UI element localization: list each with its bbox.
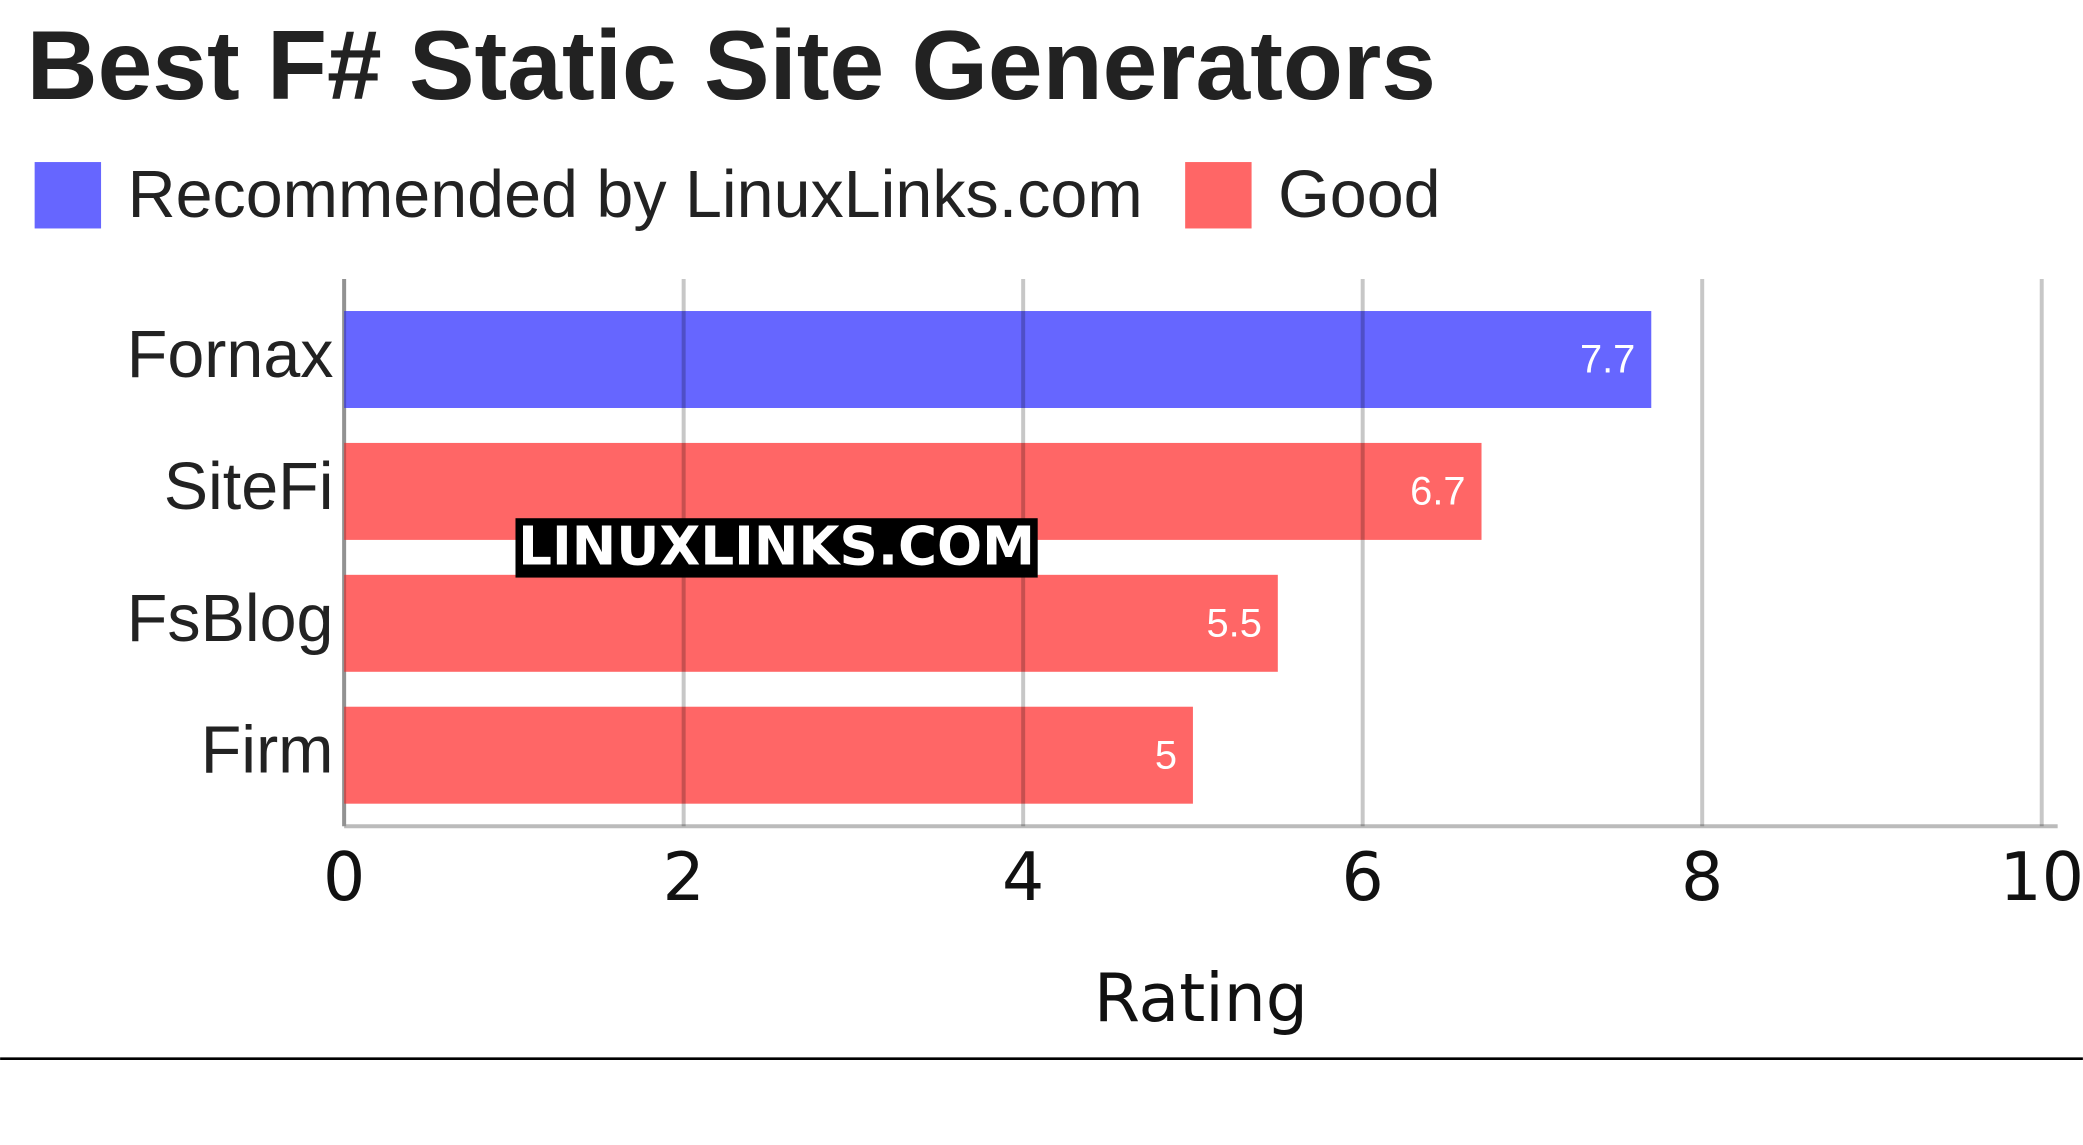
- x-tick-label: 8: [1681, 838, 1723, 916]
- x-tick-label: 4: [1002, 838, 1044, 916]
- x-tick-label: 0: [323, 838, 365, 916]
- watermark-bg: [515, 518, 1038, 578]
- bar: [344, 311, 1652, 408]
- y-tick-label: FsBlog: [127, 582, 334, 656]
- y-tick-label: Fornax: [127, 318, 334, 392]
- value-label: 5.5: [1206, 601, 1261, 645]
- x-tick-label: 10: [1999, 838, 2083, 916]
- legend-label: Recommended by LinuxLinks.com: [128, 158, 1143, 232]
- chart-title: Best F# Static Site Generators: [27, 10, 1436, 120]
- x-tick-label: 2: [663, 838, 705, 916]
- legend-swatch: [34, 162, 102, 229]
- x-axis-label: Rating: [1094, 959, 1308, 1037]
- legend-swatch: [1185, 162, 1252, 229]
- y-tick-label: Firm: [201, 714, 334, 788]
- value-label: 5: [1155, 733, 1177, 777]
- value-label: 6.7: [1410, 470, 1465, 514]
- x-tick-label: 6: [1342, 838, 1384, 916]
- legend-label: Good: [1278, 158, 1440, 232]
- watermark: LINUXLINKS.COM: [518, 516, 1035, 578]
- bar: [344, 706, 1193, 804]
- y-tick-label: SiteFi: [164, 450, 334, 524]
- bar: [344, 574, 1278, 672]
- value-label: 7.7: [1580, 338, 1635, 382]
